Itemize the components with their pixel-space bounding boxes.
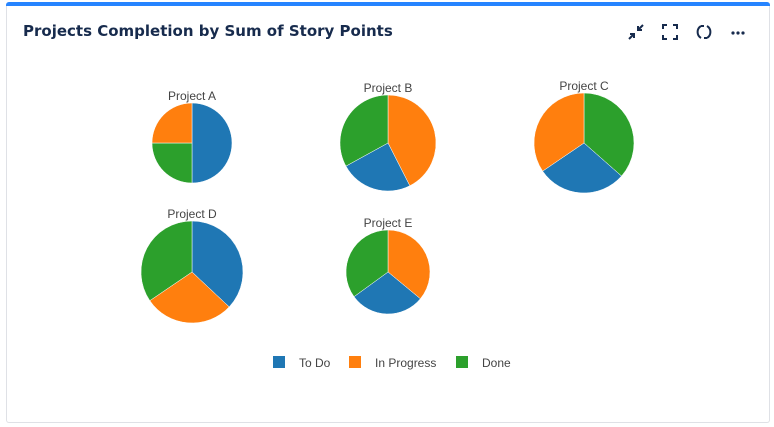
legend-entry[interactable]: To Do	[299, 356, 331, 370]
pie-slice-done[interactable]	[339, 94, 389, 167]
pie-slice-in-progress[interactable]	[387, 94, 437, 187]
pie-slice-done[interactable]	[583, 92, 635, 177]
pie-label: Project A	[168, 89, 216, 103]
legend-entry[interactable]: Done	[482, 356, 511, 370]
pie-slice-done[interactable]	[151, 142, 193, 184]
card-title: Projects Completion by Sum of Story Poin…	[23, 22, 393, 40]
pie-slice-done[interactable]	[345, 229, 389, 298]
legend-swatch[interactable]	[349, 356, 361, 368]
pie-label: Project B	[364, 81, 413, 95]
card-toolbar	[626, 22, 748, 42]
card-accent-bar	[6, 2, 770, 6]
collapse-icon[interactable]	[626, 22, 646, 42]
pie-slice-in-progress[interactable]	[149, 271, 230, 324]
pie-slice-in-progress[interactable]	[533, 92, 585, 172]
pie-slice-to-do[interactable]	[191, 102, 233, 184]
pie-slice-in-progress[interactable]	[387, 229, 431, 300]
legend-swatch[interactable]	[273, 356, 285, 368]
pie-label: Project E	[364, 216, 413, 230]
pie-slice-to-do[interactable]	[345, 142, 411, 192]
pie-slice-to-do[interactable]	[542, 142, 622, 194]
pie-slice-to-do[interactable]	[191, 220, 244, 308]
pie-slice-to-do[interactable]	[353, 271, 421, 315]
pie-slice-done[interactable]	[140, 220, 193, 302]
legend-entry[interactable]: In Progress	[375, 356, 436, 370]
pie-label: Project C	[559, 79, 609, 93]
more-icon[interactable]	[728, 22, 748, 42]
pie-label: Project D	[167, 207, 217, 221]
dashboard-card	[6, 2, 770, 423]
fullscreen-icon[interactable]	[660, 22, 680, 42]
legend-swatch[interactable]	[456, 356, 468, 368]
refresh-icon[interactable]	[694, 22, 714, 42]
pie-slice-in-progress[interactable]	[151, 102, 193, 144]
